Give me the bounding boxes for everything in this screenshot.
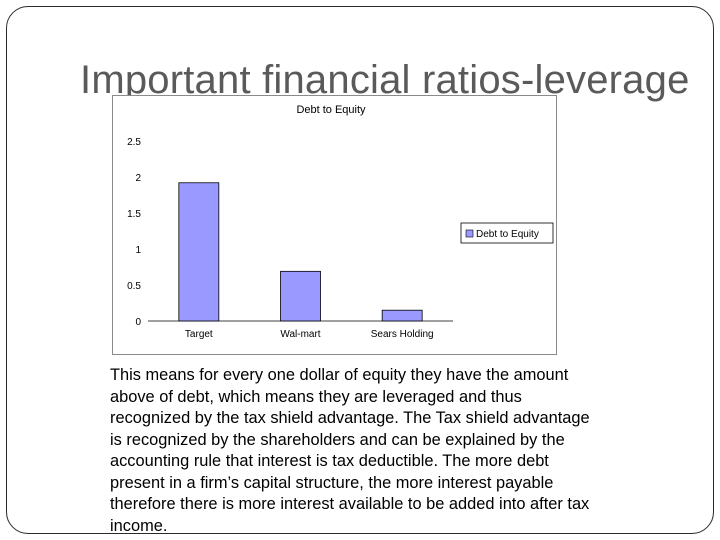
y-tick-label: 1 — [135, 245, 141, 256]
chart-container: Debt to Equity 0 0.5 1 1.5 2 2.5 Target Wal-mar… — [112, 95, 557, 355]
bars-layer — [178, 182, 423, 322]
bar — [178, 182, 220, 322]
body-paragraph: This means for every one dollar of equit… — [110, 366, 590, 535]
x-tick-label: Target — [185, 329, 213, 340]
legend-label: Debt to Equity — [476, 229, 539, 240]
slide-title: Important financial ratios-leverage — [80, 58, 690, 102]
x-tick-label: Sears Holding — [371, 329, 434, 340]
y-tick-label: 1.5 — [127, 209, 141, 220]
y-tick-label: 0 — [135, 317, 141, 328]
bar — [381, 309, 423, 322]
y-tick-label: 2 — [135, 173, 141, 184]
legend-swatch — [465, 229, 474, 238]
y-tick-label: 0.5 — [127, 281, 141, 292]
legend-box — [460, 222, 554, 244]
debt-to-equity-chart: Debt to Equity 0 0.5 1 1.5 2 2.5 Target Wal-mar… — [127, 104, 554, 340]
y-tick-label: 2.5 — [127, 137, 141, 148]
bar — [280, 270, 321, 322]
legend: Debt to Equity — [460, 222, 554, 244]
x-tick-label: Wal-mart — [280, 329, 320, 340]
chart-title: Debt to Equity — [296, 104, 366, 116]
